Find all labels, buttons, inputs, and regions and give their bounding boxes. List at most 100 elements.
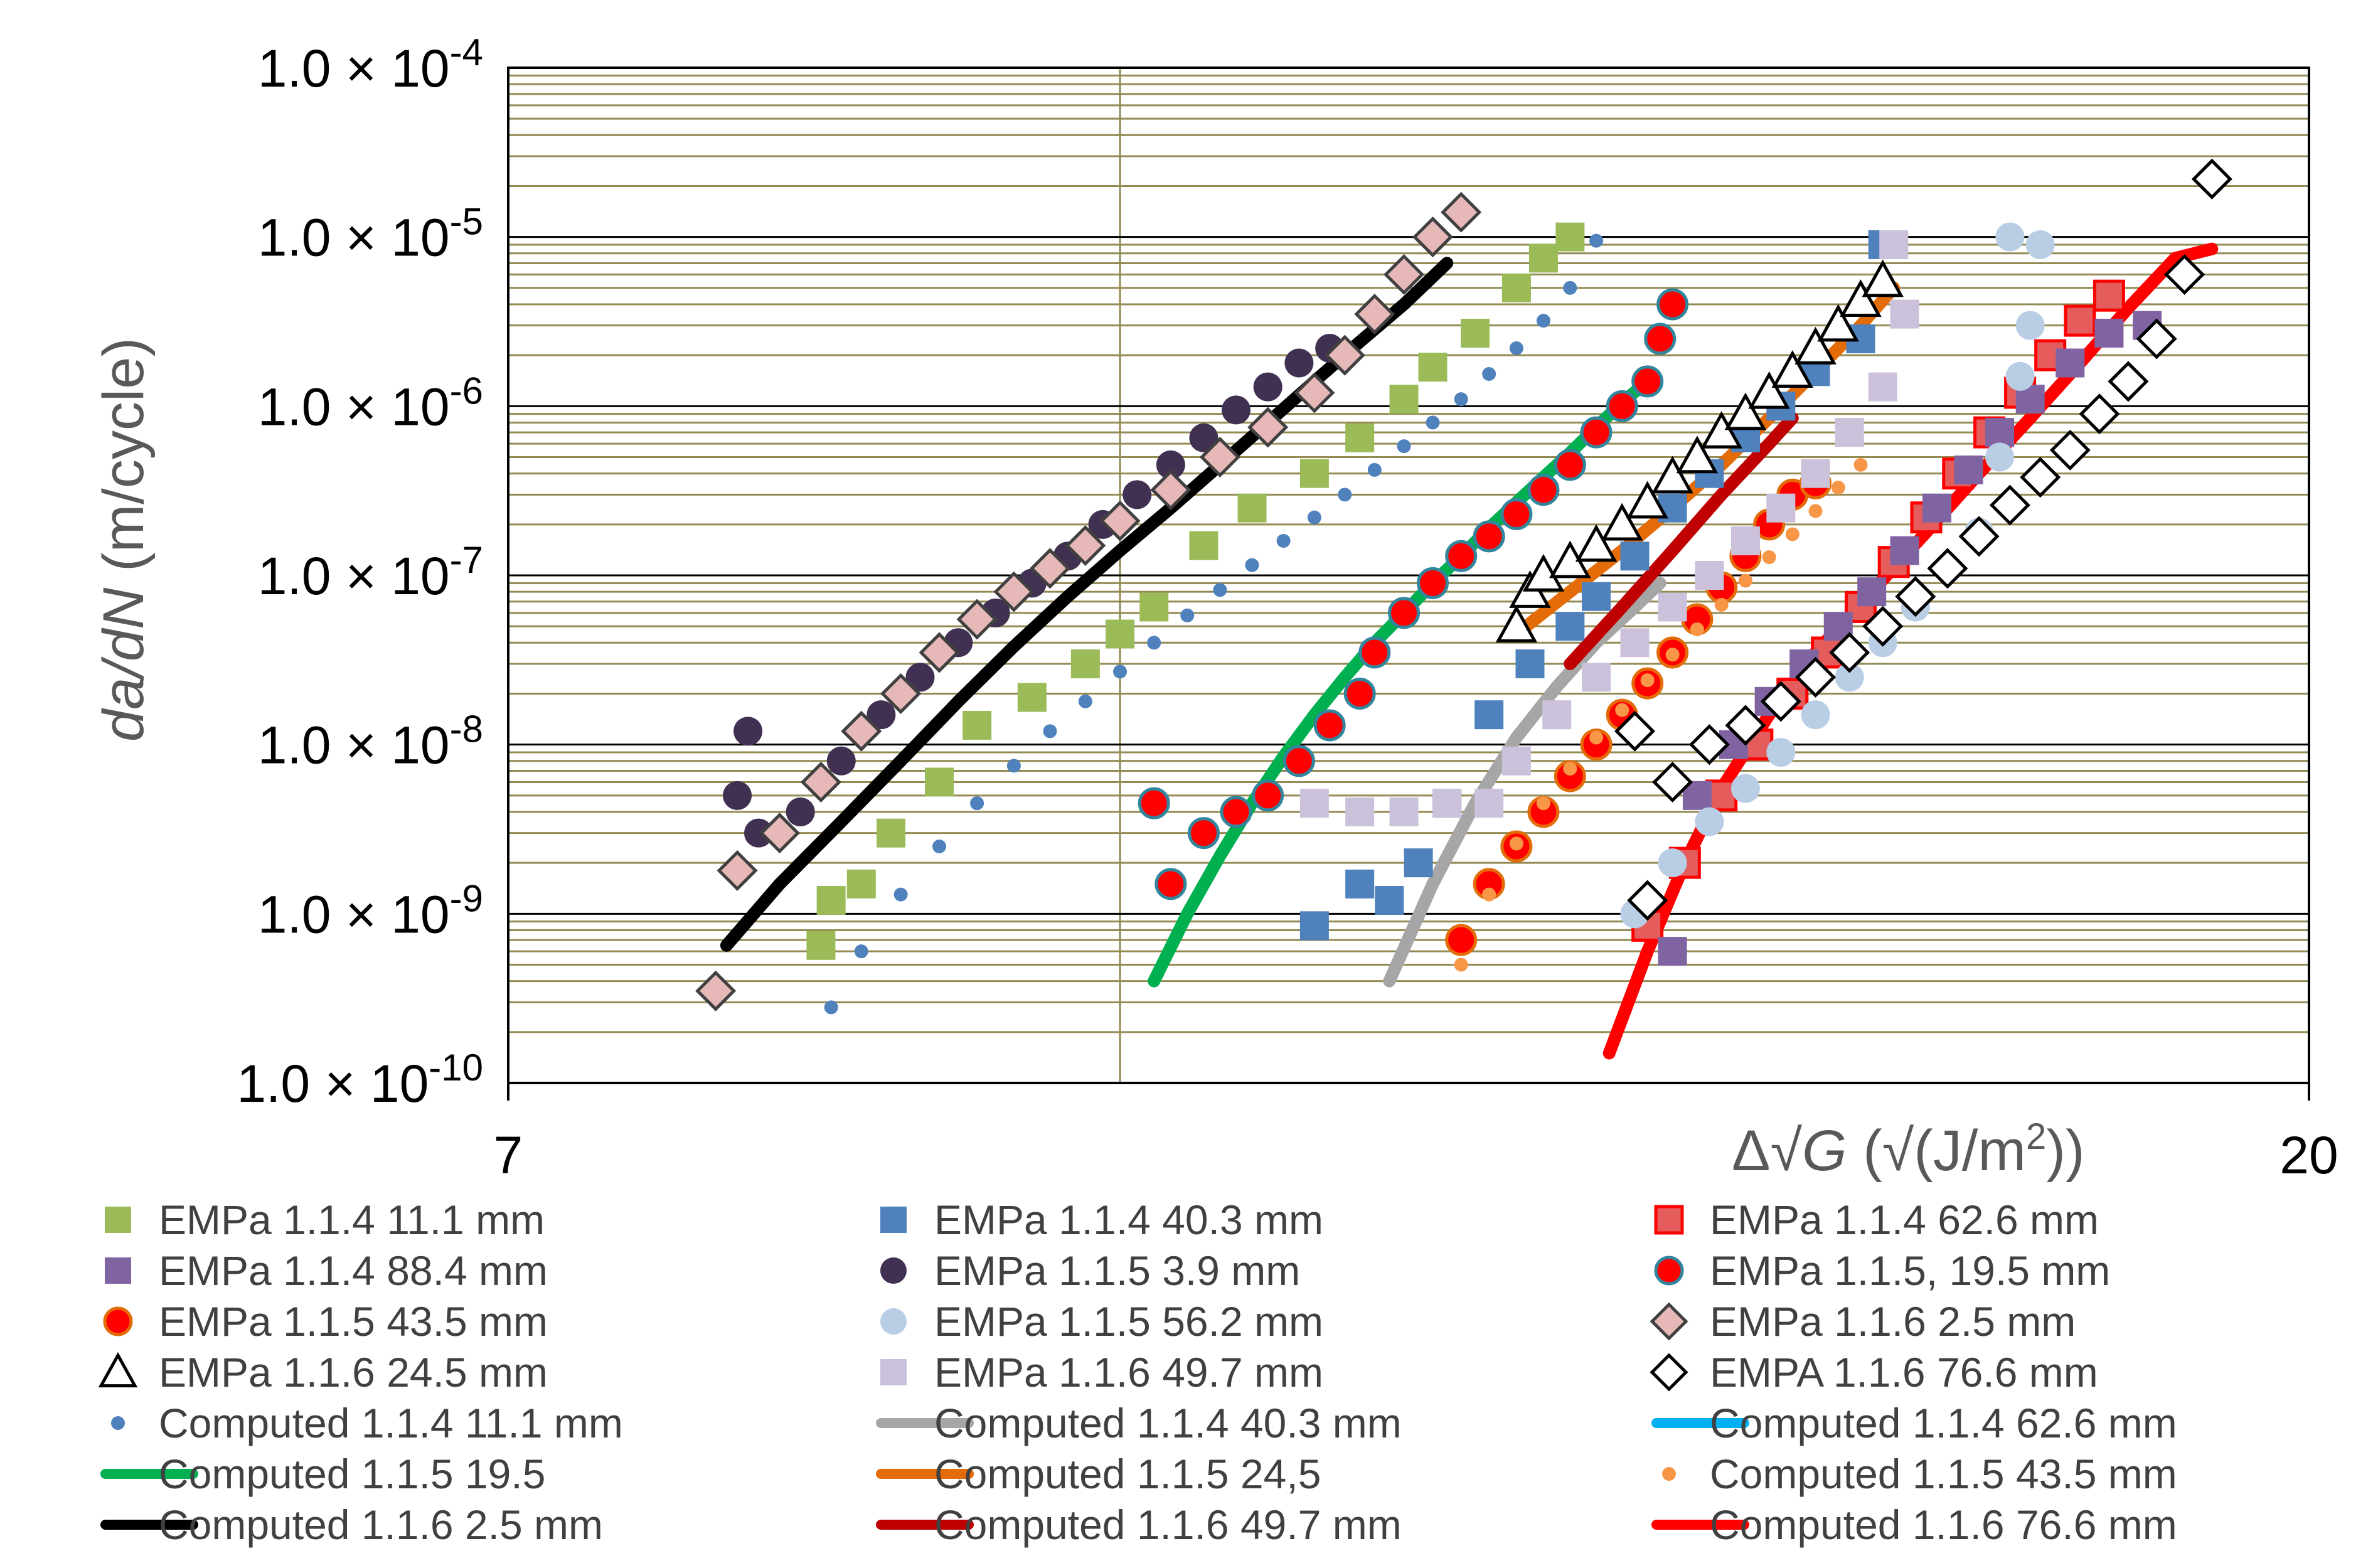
data-point: [1714, 597, 1729, 612]
axes: [507, 67, 2310, 1101]
data-point: [1220, 796, 1252, 828]
data-point: [800, 761, 841, 803]
data-point: [1138, 787, 1170, 819]
data-point: [1890, 536, 1919, 565]
data-point: [1840, 279, 1882, 317]
data-point: [1794, 326, 1837, 365]
legend-entry: Computed 1.1.6 49.7 mm: [876, 1501, 1402, 1548]
legend-swatch: [1650, 1353, 1688, 1392]
legend-entry: EMPa 1.1.4 40.3 mm: [880, 1197, 1323, 1243]
data-point: [1299, 459, 1329, 488]
x-tick-label: 20: [2279, 1126, 2338, 1185]
data-point: [1343, 677, 1376, 710]
data-point: [1017, 683, 1047, 712]
data-point: [744, 818, 774, 848]
data-point: [1857, 577, 1887, 607]
x-axis-title: Δ√G (√(J/m2)): [1732, 1116, 2085, 1183]
data-point: [1252, 779, 1284, 812]
y-tick-label: 1.0 × 10-10: [237, 1047, 483, 1113]
data-point: [1500, 498, 1533, 530]
data-point: [1555, 222, 1585, 252]
data-point: [1307, 510, 1321, 525]
legend-label: EMPA 1.1.6 76.6 mm: [1710, 1349, 2098, 1395]
data-point: [1615, 703, 1629, 717]
data-point: [1730, 526, 1760, 555]
data-point: [1509, 341, 1523, 355]
series-1: [806, 222, 1585, 960]
series-line: [1564, 412, 1799, 670]
data-point: [1389, 797, 1419, 826]
data-point: [1247, 407, 1289, 448]
data-point: [1985, 442, 2015, 472]
legend-label: EMPa 1.1.5 56.2 mm: [934, 1298, 1323, 1345]
data-point: [1029, 548, 1071, 589]
series-14: [1383, 577, 1666, 988]
data-point: [1354, 294, 1395, 335]
data-point: [1189, 531, 1218, 560]
data-point: [2025, 230, 2055, 260]
y-tick-label: 1.0 × 10-5: [258, 201, 483, 267]
data-point: [1862, 605, 1904, 647]
y-tick-mantissa: 1.0 × 10: [258, 885, 450, 944]
data-point: [893, 887, 908, 902]
data-point: [1555, 612, 1585, 641]
data-point: [695, 970, 737, 1011]
data-point: [1644, 323, 1677, 355]
data-point: [1536, 314, 1550, 328]
data-point: [1580, 728, 1613, 761]
y-tick-labels: 1.0 × 10-101.0 × 10-91.0 × 10-81.0 × 10-…: [237, 31, 483, 1113]
data-point: [1927, 548, 1968, 589]
data-point: [1432, 789, 1462, 818]
data-point: [1043, 724, 1057, 739]
series-layer: [695, 158, 2232, 1060]
data-point: [1461, 319, 1490, 348]
data-point: [1501, 273, 1531, 302]
series-5: [723, 333, 1345, 848]
data-point: [1658, 848, 1687, 878]
data-point: [1122, 480, 1152, 509]
data-point: [1620, 628, 1650, 658]
data-point: [1995, 222, 2025, 252]
data-point: [841, 710, 882, 752]
legend-label: Computed 1.1.5 19.5: [159, 1451, 545, 1497]
data-point: [970, 796, 984, 811]
data-point: [1418, 353, 1448, 382]
legend-swatch: [105, 1257, 131, 1284]
data-point: [1831, 481, 1845, 495]
series-13: [824, 233, 1604, 1015]
data-point: [2094, 319, 2124, 348]
data-point: [1113, 664, 1128, 679]
data-point: [1324, 334, 1365, 376]
legend-label: EMPa 1.1.4 40.3 mm: [934, 1197, 1323, 1243]
series-18: [1454, 457, 1868, 972]
legend-entry: Computed 1.1.6 2.5 mm: [100, 1501, 603, 1548]
data-point: [1563, 762, 1577, 776]
data-point: [1580, 416, 1613, 449]
data-point: [1801, 459, 1830, 488]
data-point: [2093, 279, 2125, 312]
data-point: [1817, 304, 1859, 342]
data-point: [1367, 462, 1382, 477]
data-point: [1589, 233, 1604, 248]
y-tick-label: 1.0 × 10-8: [258, 708, 483, 775]
series-line: [1383, 577, 1666, 988]
legend-entry: EMPa 1.1.6 2.5 mm: [1650, 1298, 2076, 1345]
data-point: [759, 813, 801, 854]
data-point: [1388, 597, 1421, 629]
data-point: [846, 869, 876, 899]
legend-entry: Computed 1.1.4 40.3 mm: [876, 1400, 1402, 1446]
data-point: [1760, 681, 1801, 722]
x-axis-title-delta: Δ√: [1732, 1119, 1802, 1183]
data-point: [1384, 253, 1425, 296]
y-tick-exponent: -6: [450, 370, 483, 412]
data-point: [925, 767, 954, 797]
data-point: [1582, 582, 1611, 611]
data-point: [1187, 817, 1220, 850]
legend-label: Computed 1.1.5 24,5: [934, 1451, 1321, 1497]
legend-label: EMPa 1.1.4 62.6 mm: [1710, 1197, 2099, 1243]
legend-label: EMPa 1.1.5 43.5 mm: [159, 1298, 548, 1345]
series-12: [1614, 158, 2232, 921]
y-tick-exponent: -5: [450, 201, 483, 243]
y-axis-title-var: da/dN: [92, 587, 156, 742]
